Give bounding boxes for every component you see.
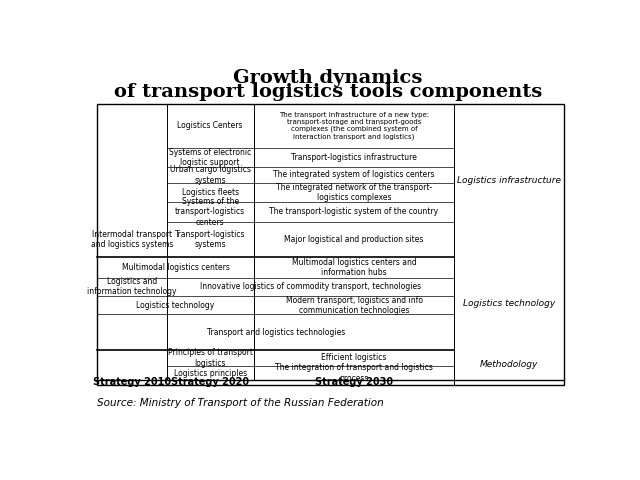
Bar bbox=[97, 104, 564, 384]
Text: Multimodal logistics centers: Multimodal logistics centers bbox=[122, 263, 229, 272]
Text: Logistics principles: Logistics principles bbox=[173, 369, 247, 378]
Text: Urban cargo logistics
systems: Urban cargo logistics systems bbox=[170, 165, 251, 185]
Text: Strategy 2010: Strategy 2010 bbox=[93, 377, 171, 387]
Text: of transport logistics tools components: of transport logistics tools components bbox=[114, 83, 542, 101]
Text: Logistics and
information technology: Logistics and information technology bbox=[87, 277, 177, 297]
Text: Logistics technology: Logistics technology bbox=[463, 299, 555, 308]
Text: The transport infrastructure of a new type:
transport-storage and transport-good: The transport infrastructure of a new ty… bbox=[279, 112, 429, 140]
Text: Principles of transport
logistics: Principles of transport logistics bbox=[168, 348, 253, 368]
Text: Innovative logistics of commodity transport, technologies: Innovative logistics of commodity transp… bbox=[200, 282, 421, 291]
Text: Logistics Centers: Logistics Centers bbox=[177, 121, 243, 131]
Text: Major logistical and production sites: Major logistical and production sites bbox=[284, 235, 424, 244]
Text: Transport-logistics
systems: Transport-logistics systems bbox=[175, 230, 246, 249]
Text: Multimodal logistics centers and
information hubs: Multimodal logistics centers and informa… bbox=[292, 258, 417, 277]
Text: The integrated network of the transport-
logistics complexes: The integrated network of the transport-… bbox=[276, 183, 432, 202]
Text: The transport-logistic system of the country: The transport-logistic system of the cou… bbox=[269, 207, 438, 216]
Text: Intermodal transport
and logistics systems: Intermodal transport and logistics syste… bbox=[91, 230, 173, 249]
Text: The integrated system of logistics centers: The integrated system of logistics cente… bbox=[273, 170, 435, 180]
Text: Transport and logistics technologies: Transport and logistics technologies bbox=[207, 327, 345, 336]
Text: The integration of transport and logistics
process: The integration of transport and logisti… bbox=[275, 363, 433, 383]
Text: Systems of the
transport-logistics
centers: Systems of the transport-logistics cente… bbox=[175, 197, 245, 227]
Text: Logistics fleets: Logistics fleets bbox=[182, 188, 239, 197]
Text: Transport-logistics infrastructure: Transport-logistics infrastructure bbox=[291, 153, 417, 162]
Text: Methodology: Methodology bbox=[480, 360, 538, 369]
Text: Growth dynamics: Growth dynamics bbox=[234, 69, 422, 87]
Text: Strategy 2030: Strategy 2030 bbox=[315, 377, 393, 387]
Text: Systems of electronic
logistic support: Systems of electronic logistic support bbox=[169, 148, 252, 167]
Text: Strategy 2020: Strategy 2020 bbox=[171, 377, 249, 387]
Text: Modern transport, logistics and info
communication technologies: Modern transport, logistics and info com… bbox=[285, 296, 422, 315]
Text: Source: Ministry of Transport of the Russian Federation: Source: Ministry of Transport of the Rus… bbox=[97, 398, 384, 408]
Text: Efficient logistics: Efficient logistics bbox=[321, 353, 387, 362]
Text: Logistics technology: Logistics technology bbox=[136, 301, 214, 310]
Text: Logistics infrastructure: Logistics infrastructure bbox=[457, 176, 561, 185]
